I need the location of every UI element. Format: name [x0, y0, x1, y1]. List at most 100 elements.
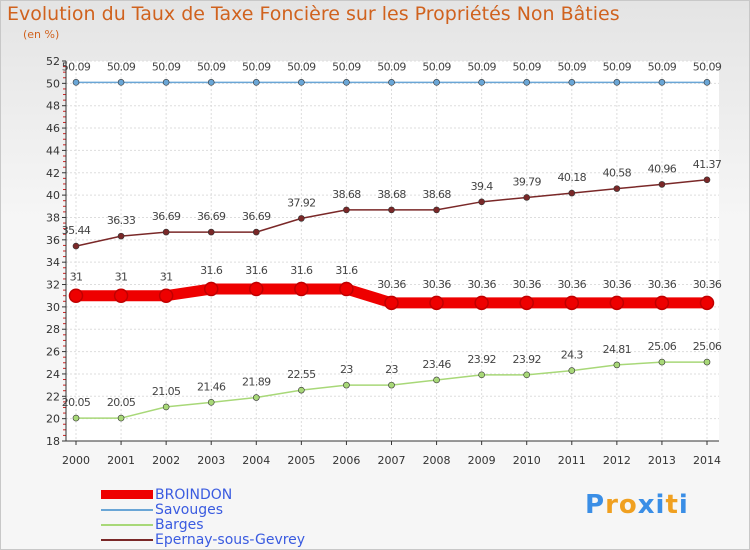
legend-item: Epernay-sous-Gevrey	[101, 531, 306, 548]
data-label: 31.6	[335, 264, 358, 277]
x-tick-label: 2007	[378, 454, 406, 467]
data-point	[339, 281, 354, 297]
y-tick-label: 46	[46, 122, 60, 135]
legend-label: Epernay-sous-Gevrey	[155, 531, 306, 548]
data-label: 40.96	[648, 162, 677, 175]
data-point	[568, 189, 576, 197]
data-point	[433, 206, 440, 214]
data-label: 35.44	[62, 224, 91, 237]
data-label: 50.09	[422, 60, 451, 73]
data-label: 30.36	[512, 278, 541, 291]
y-tick-label: 38	[46, 211, 60, 224]
data-label: 24.81	[603, 343, 632, 356]
data-label: 50.09	[107, 60, 136, 73]
data-label: 24.3	[561, 349, 584, 362]
data-point	[343, 79, 350, 86]
data-point	[72, 414, 80, 422]
data-label: 20.05	[107, 396, 136, 409]
data-point	[523, 79, 531, 86]
data-point	[703, 358, 711, 366]
data-label: 30.36	[377, 278, 406, 291]
y-tick-label: 26	[46, 346, 60, 359]
data-label: 50.09	[648, 60, 677, 73]
data-label: 30.36	[648, 278, 677, 291]
data-point	[162, 228, 170, 236]
legend: BROINDON Savouges Barges Epernay-sous-Gevre…	[101, 487, 306, 548]
x-tick-label: 2011	[558, 454, 586, 467]
data-label: 31.6	[290, 264, 313, 277]
data-label: 40.18	[558, 171, 587, 184]
y-tick-label: 32	[46, 279, 60, 292]
data-point	[294, 281, 309, 297]
data-label: 38.68	[422, 188, 451, 201]
data-point	[298, 79, 305, 86]
logo-letter: i	[655, 490, 666, 520]
data-label: 50.09	[287, 60, 316, 73]
data-label: 39.79	[512, 175, 541, 188]
data-label: 50.09	[242, 60, 271, 73]
data-label: 23.92	[467, 353, 496, 366]
data-point	[343, 381, 350, 389]
y-tick-label: 28	[46, 323, 60, 336]
data-point	[703, 176, 711, 184]
y-tick-label: 42	[46, 167, 60, 180]
data-label: 23	[340, 363, 353, 376]
data-label: 21.05	[152, 385, 181, 398]
logo-letter: o	[618, 490, 638, 520]
y-tick-label: 30	[46, 301, 60, 314]
data-point	[568, 79, 576, 86]
data-point	[117, 232, 125, 240]
data-label: 39.4	[471, 180, 494, 193]
data-label: 37.92	[287, 196, 316, 209]
data-label: 50.09	[603, 60, 632, 73]
x-tick-label: 2009	[468, 454, 496, 467]
data-label: 38.68	[377, 188, 406, 201]
y-tick-label: 50	[46, 77, 60, 90]
data-point	[68, 288, 84, 303]
data-label: 31.6	[200, 264, 223, 277]
data-label: 20.05	[62, 396, 91, 409]
x-tick-label: 2010	[513, 454, 541, 467]
data-label: 30.36	[693, 278, 722, 291]
x-tick-label: 2013	[648, 454, 676, 467]
data-point	[72, 79, 80, 86]
data-label: 50.09	[197, 60, 226, 73]
legend-swatch	[101, 490, 153, 499]
data-label: 31	[160, 271, 173, 284]
data-point	[478, 79, 485, 86]
legend-swatch	[101, 523, 153, 526]
y-tick-label: 34	[46, 256, 60, 269]
data-label: 50.09	[512, 60, 541, 73]
x-tick-label: 2002	[152, 454, 180, 467]
legend-item: Barges	[101, 517, 305, 533]
data-label: 40.58	[603, 167, 632, 180]
y-tick-label: 44	[46, 144, 60, 157]
y-tick-label: 24	[46, 368, 60, 381]
series-epernay-sous-gevrey	[72, 176, 711, 250]
x-tick-label: 2008	[423, 454, 451, 467]
y-tick-label: 40	[46, 189, 60, 202]
plot-area	[66, 61, 719, 441]
data-point	[613, 79, 621, 86]
data-point	[117, 79, 125, 86]
chart-title: Evolution du Taux de Taxe Foncière sur l…	[7, 3, 620, 25]
legend-item: BROINDON	[101, 487, 305, 503]
logo-letter: t	[665, 490, 679, 520]
data-point	[429, 295, 444, 311]
data-point	[478, 371, 485, 379]
data-point	[523, 194, 531, 201]
data-label: 23.46	[422, 358, 451, 371]
data-point	[298, 215, 305, 222]
data-label: 31	[115, 271, 128, 284]
data-point	[474, 295, 489, 311]
data-point	[433, 376, 440, 384]
legend-item: Savouges	[101, 502, 305, 518]
series-broindon	[68, 281, 715, 311]
data-point	[252, 79, 260, 86]
data-label: 31	[70, 271, 83, 284]
data-point	[568, 367, 576, 374]
data-point	[658, 181, 666, 188]
data-point	[658, 79, 666, 86]
data-label: 50.09	[558, 60, 587, 73]
